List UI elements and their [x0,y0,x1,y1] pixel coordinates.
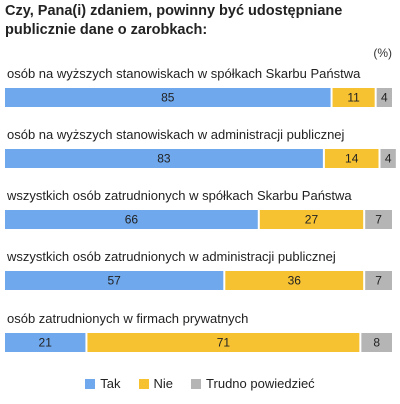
stacked-bar-chart: osób na wyższych stanowiskach w spółkach… [5,66,396,352]
category-label: osób na wyższych stanowiskach w administ… [7,127,345,142]
bar-segment-nie [259,210,364,229]
bar-segment-tak [5,271,224,290]
category-label: wszystkich osób zatrudnionych w spółkach… [6,188,352,203]
bar-segment-nie [87,333,360,352]
bar-segment-tak [5,88,331,107]
legend-label-tak: Tak [100,376,121,391]
bar-segment-trudno [380,149,396,168]
bar-segment-tak [5,333,86,352]
data-label-trudno: 4 [381,91,388,105]
bar-segment-trudno [361,333,392,352]
legend-label-trudno: Trudno powiedzieć [206,376,315,391]
bar-segment-tak [5,149,323,168]
unit-label: (%) [373,46,392,60]
legend-item-trudno: Trudno powiedzieć [191,376,315,391]
data-label-nie: 71 [217,336,231,350]
data-label-nie: 27 [305,213,319,227]
data-label-trudno: 8 [373,336,380,350]
legend-swatch-nie [138,378,149,389]
data-label-tak: 57 [107,274,121,288]
legend-item-tak: Tak [85,376,121,391]
bar-segment-nie [324,149,379,168]
legend-swatch-trudno [191,378,202,389]
category-label: wszystkich osób zatrudnionych w administ… [6,249,336,264]
data-label-trudno: 7 [375,213,382,227]
legend-swatch-tak [85,378,96,389]
bar-segment-trudno [365,210,392,229]
data-label-trudno: 7 [375,274,382,288]
data-label-tak: 21 [39,336,53,350]
bar-segment-trudno [365,271,392,290]
legend-label-nie: Nie [153,376,174,391]
bar-segment-tak [5,210,258,229]
legend: Tak Nie Trudno powiedzieć [0,376,400,391]
bar-segment-trudno [376,88,392,107]
data-label-nie: 11 [347,91,360,105]
data-label-nie: 36 [288,274,302,288]
bar-segment-nie [332,88,375,107]
data-label-tak: 83 [157,152,171,166]
data-label-nie: 14 [345,152,359,166]
category-label: osób na wyższych stanowiskach w spółkach… [7,66,361,81]
category-label: osób zatrudnionych w firmach prywatnych [7,311,248,326]
bar-segment-nie [225,271,364,290]
data-label-trudno: 4 [385,152,392,166]
chart-title: Czy, Pana(i) zdaniem, powinny być udostę… [5,3,343,38]
data-label-tak: 85 [161,91,175,105]
data-label-tak: 66 [125,213,139,227]
legend-item-nie: Nie [138,376,174,391]
